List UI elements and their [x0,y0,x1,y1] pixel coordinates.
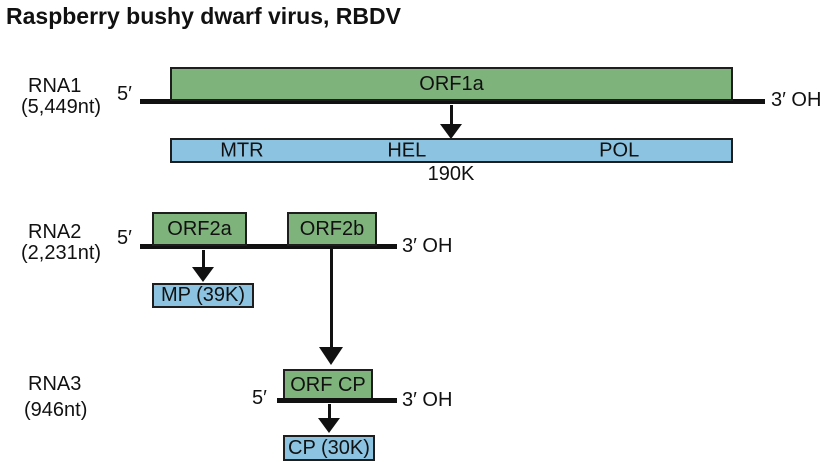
domain-label-hel: HEL [387,139,427,161]
rna1-name-label: RNA1 [28,75,82,97]
rna3-three-prime-label: 3′ OH [402,389,453,411]
orf1a-label: ORF1a [419,72,484,95]
product-190k-label: 190K [427,163,475,185]
mp-39k-label: MP (39K) [160,284,246,306]
mp-39k-box: MP (39K) [152,283,254,308]
orf2b-label: ORF2b [299,217,365,240]
rna3-name-label: RNA3 [28,373,82,395]
orf-cp-label: ORF CP [290,373,366,396]
rna1-five-prime-label: 5′ [117,83,132,105]
rna2-five-prime-label: 5′ [117,227,132,249]
orf1a-box: ORF1a [170,67,733,101]
rna3-five-prime-label: 5′ [252,387,267,409]
polyprotein-190k-box: MTR HEL POL [170,138,733,163]
orf2a-label: ORF2a [167,217,232,240]
orf2a-box: ORF2a [152,212,247,246]
cp-30k-label: CP (30K) [288,436,370,459]
domain-label-pol: POL [599,139,640,161]
rna3-genome-line [277,398,397,403]
rna1-genome-line [140,99,765,104]
rna3-length-label: (946nt) [24,399,88,421]
figure-title: Raspberry bushy dwarf virus, RBDV [6,3,401,29]
domain-label-mtr: MTR [220,139,264,161]
rna2-name-label: RNA2 [28,221,82,243]
orf2b-box: ORF2b [287,212,377,246]
rna2-length-label: (2,231nt) [21,242,102,264]
orf-cp-box: ORF CP [283,369,373,401]
rna2-three-prime-label: 3′ OH [402,235,453,257]
rna1-three-prime-label: 3′ OH [771,89,822,111]
rna1-length-label: (5,449nt) [21,96,102,118]
cp-30k-box: CP (30K) [283,435,375,461]
rna2-genome-line [140,244,397,249]
